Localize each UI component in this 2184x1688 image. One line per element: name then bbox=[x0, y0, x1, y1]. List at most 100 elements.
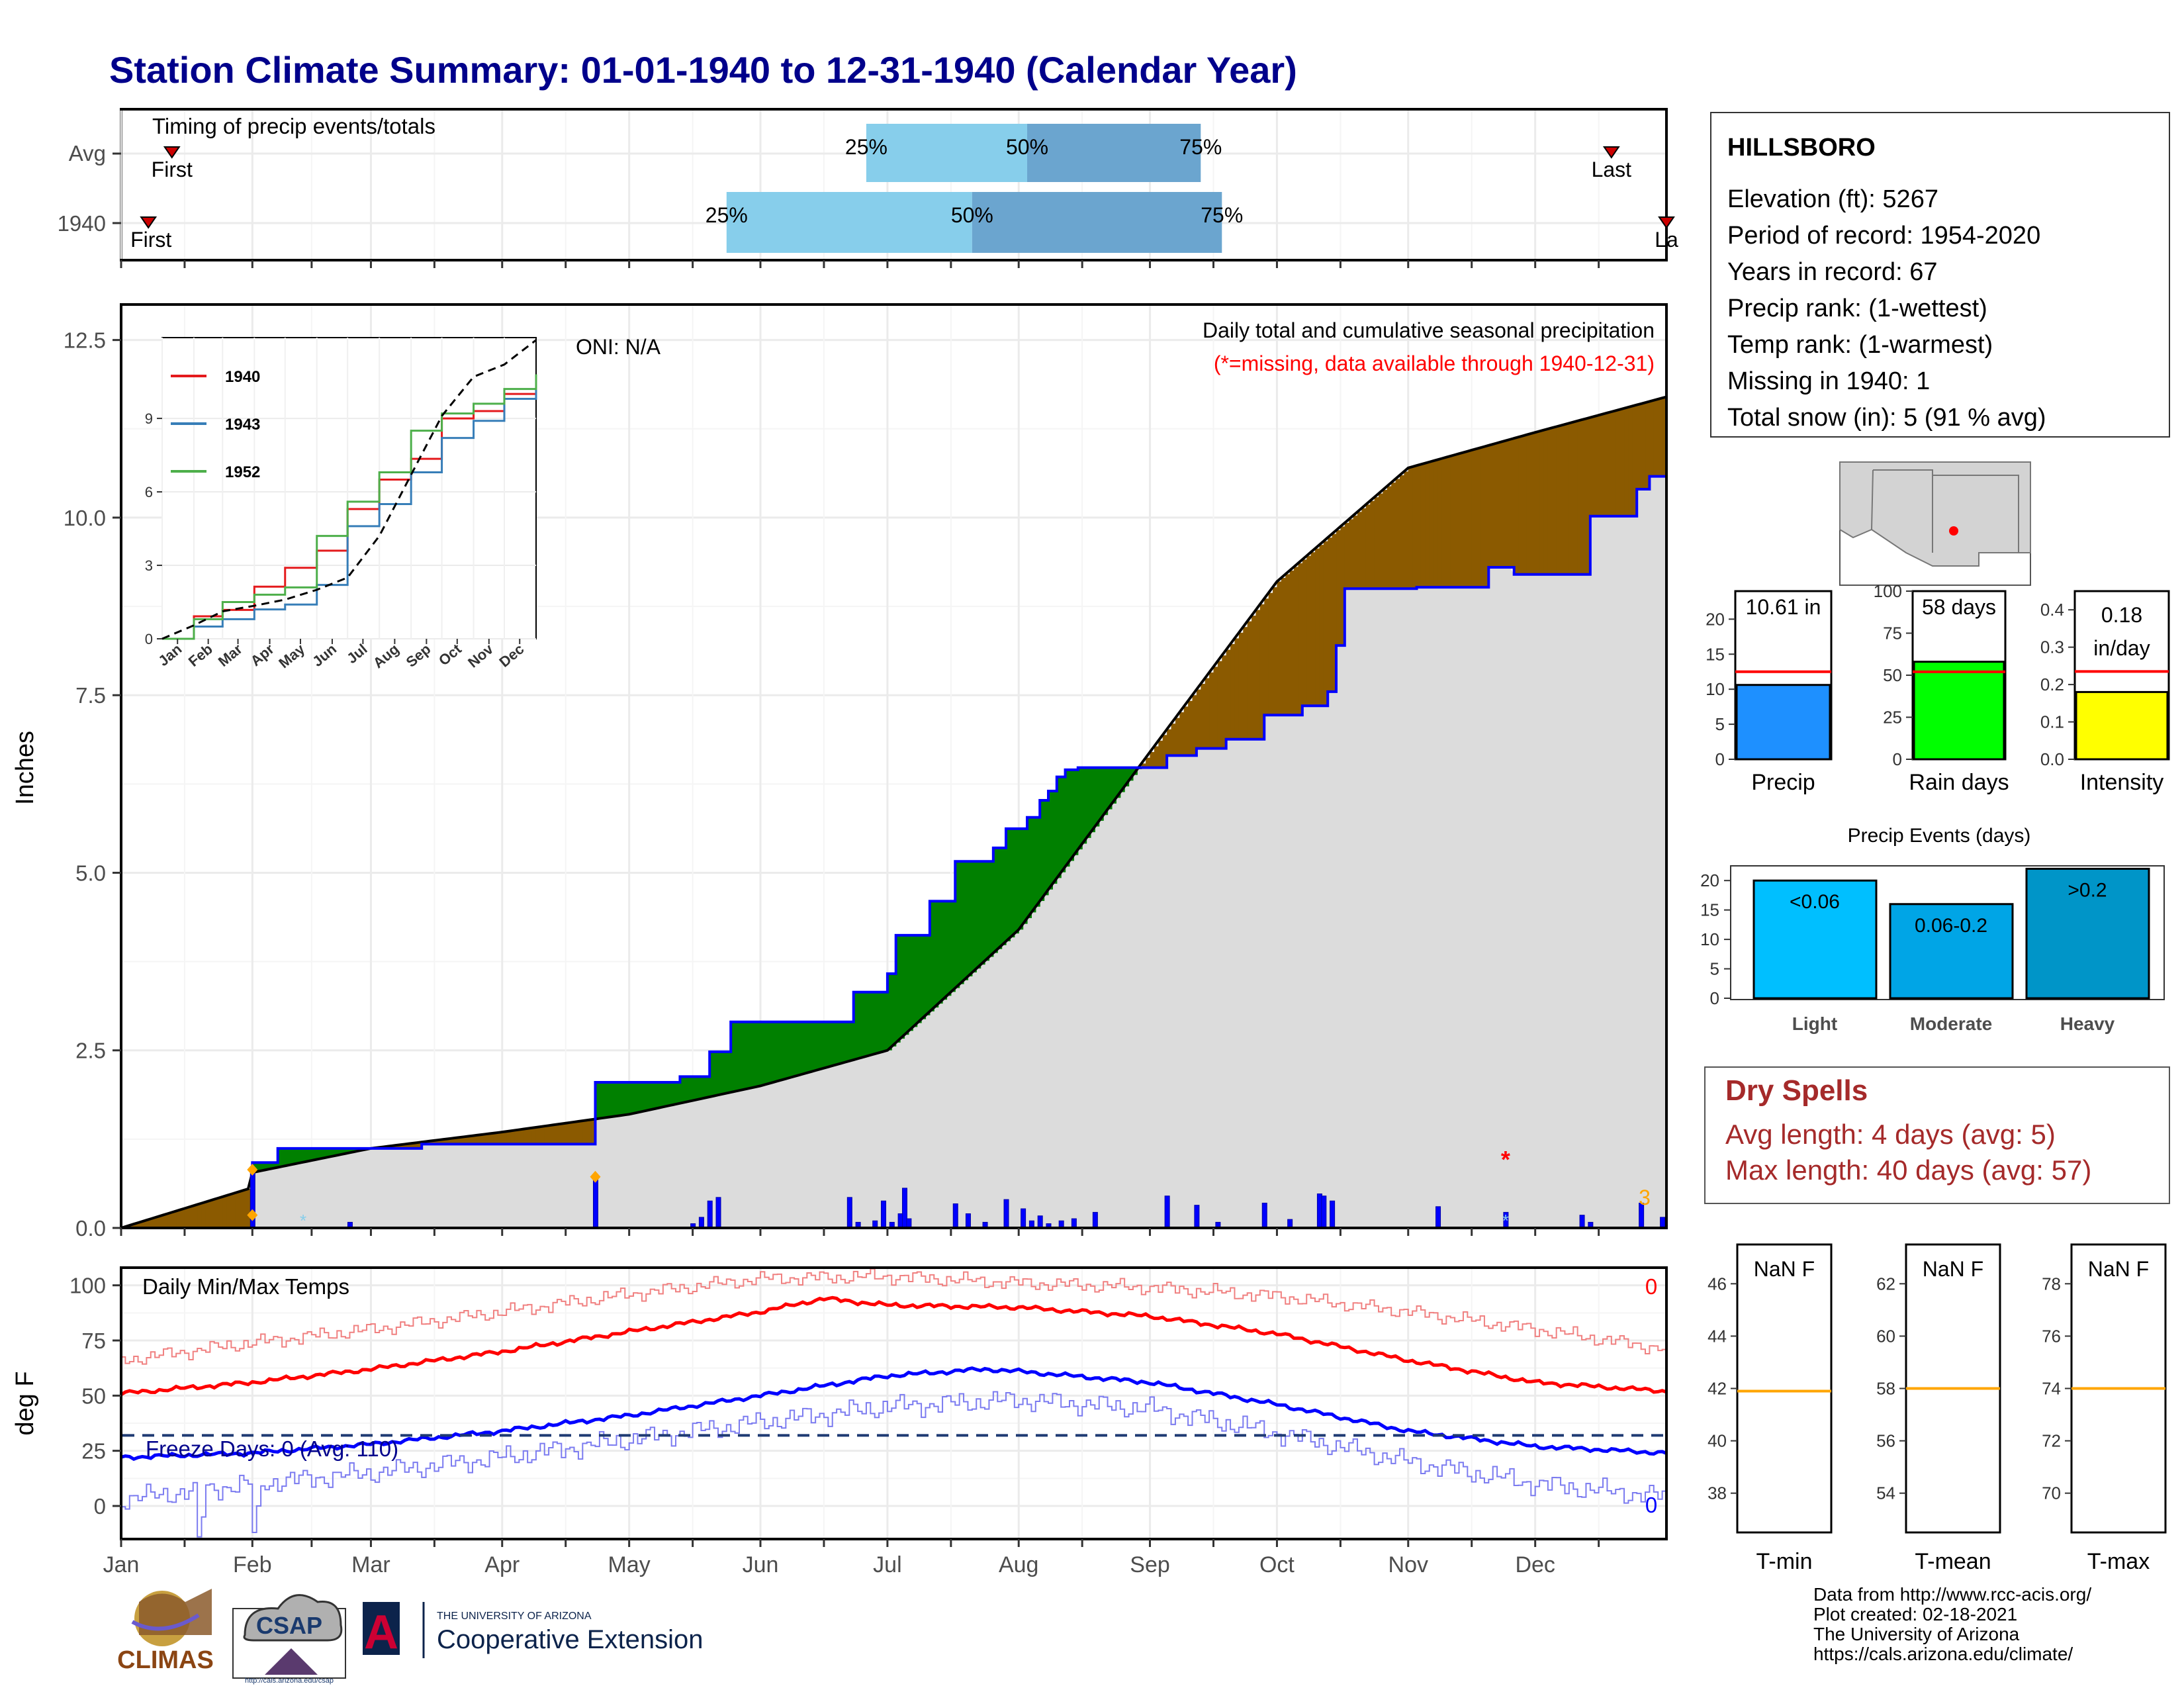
precip-below-avg-slice bbox=[1332, 534, 1337, 692]
precip-above-avg-slice bbox=[646, 1082, 651, 1111]
precip-above-avg-slice bbox=[841, 1021, 846, 1064]
snow-trace-marker: * bbox=[1502, 1211, 1509, 1231]
ua-logo-letter: A bbox=[364, 1606, 398, 1659]
precip-below-avg-slice bbox=[396, 1145, 401, 1149]
timing-bar-25-50 bbox=[726, 192, 972, 253]
summary-bar-y-tick-label: 50 bbox=[1883, 665, 1902, 685]
precip-below-avg-slice bbox=[1179, 712, 1185, 756]
precip-below-avg-slice bbox=[1615, 410, 1621, 516]
precip-above-avg-slice bbox=[659, 1082, 664, 1108]
ua-logo-small-text: THE UNIVERSITY OF ARIZONA bbox=[437, 1611, 592, 1622]
timing-p25-label: 25% bbox=[705, 203, 748, 227]
daily-precip-bar bbox=[1435, 1206, 1441, 1229]
snow-marker bbox=[590, 1170, 601, 1183]
map-state-shapes bbox=[1839, 461, 2031, 567]
station-years: Years in record: 67 bbox=[1727, 258, 1938, 286]
precip-above-avg-slice bbox=[955, 861, 960, 988]
ua-logo: A THE UNIVERSITY OF ARIZONA Cooperative … bbox=[363, 1602, 703, 1659]
temp-y-tick-label: 0 bbox=[94, 1494, 106, 1519]
precip-event-y-tick-label: 5 bbox=[1710, 959, 1719, 979]
precip-below-avg-slice bbox=[193, 1205, 198, 1228]
precip-y-tick-label: 2.5 bbox=[75, 1039, 106, 1063]
temperature-panel: 0 25 50 75 100 Jan Feb Mar Apr May Jun Jul Aug Sep Oc… bbox=[11, 1266, 1668, 1577]
precip-below-avg-slice bbox=[1433, 461, 1439, 588]
summary-bar-charts: 10.61 in 0 5 10 15 20 Precip 58 days 0 25 50 75 100 R… bbox=[1706, 581, 2170, 795]
precip-above-avg-slice bbox=[1120, 767, 1125, 792]
precip-below-avg-slice bbox=[498, 1132, 503, 1145]
precip-above-avg-slice bbox=[282, 1148, 287, 1167]
precip-below-avg-slice bbox=[1429, 461, 1434, 588]
oni-label: ONI: N/A bbox=[576, 335, 661, 359]
precip-below-avg-slice bbox=[565, 1123, 570, 1145]
precip-below-avg-slice bbox=[1201, 684, 1206, 749]
temp-box-y-tick-label: 62 bbox=[1876, 1274, 1895, 1293]
timing-last-marker bbox=[1658, 216, 1675, 229]
precip-below-avg-slice bbox=[1167, 729, 1172, 756]
csap-logo-url: http://cals.arizona.edu/csap bbox=[245, 1677, 334, 1685]
station-total-snow: Total snow (in): 5 (91 % avg) bbox=[1727, 404, 2046, 432]
precip-below-avg-slice bbox=[1437, 459, 1443, 588]
temp-plot-background bbox=[121, 1268, 1666, 1539]
precip-below-avg-slice bbox=[1510, 439, 1515, 568]
precip-below-avg-slice bbox=[549, 1125, 554, 1145]
precip-below-avg-slice bbox=[1285, 574, 1291, 716]
precip-below-avg-slice bbox=[502, 1132, 507, 1145]
summary-bar-y-tick-label: 10 bbox=[1706, 679, 1725, 699]
precip-below-avg-slice bbox=[523, 1129, 528, 1145]
precip-above-avg-slice bbox=[641, 1082, 647, 1112]
precip-below-avg-slice bbox=[1268, 592, 1273, 716]
timing-p25-label: 25% bbox=[845, 135, 887, 159]
precip-below-avg-slice bbox=[1294, 567, 1299, 716]
precip-below-avg-slice bbox=[451, 1138, 456, 1145]
precip-above-avg-slice bbox=[692, 1076, 698, 1101]
precip-above-avg-slice bbox=[786, 1021, 791, 1079]
precip-below-avg-slice bbox=[1582, 420, 1587, 575]
precip-below-avg-slice bbox=[464, 1137, 469, 1145]
precip-event-category: Light bbox=[1792, 1013, 1837, 1034]
precip-above-avg-slice bbox=[917, 935, 922, 1023]
precip-above-avg-slice bbox=[874, 992, 880, 1055]
precip-below-avg-slice bbox=[1222, 655, 1227, 749]
inset-avg-line bbox=[161, 339, 537, 640]
temp-box-y-tick-label: 78 bbox=[2042, 1274, 2061, 1293]
precip-above-avg-slice bbox=[862, 992, 867, 1058]
precip-above-avg-slice bbox=[756, 1021, 761, 1087]
station-precip-rank: Precip rank: (1-wettest) bbox=[1727, 295, 1987, 322]
timing-p75-label: 75% bbox=[1179, 135, 1222, 159]
temp-box-y-tick-label: 54 bbox=[1876, 1483, 1895, 1503]
precip-above-avg-slice bbox=[908, 935, 913, 1031]
precip-below-avg-slice bbox=[1662, 398, 1667, 477]
precip-event-category: Heavy bbox=[2060, 1013, 2115, 1034]
precip-below-avg-slice bbox=[222, 1196, 228, 1228]
daily-precip-bar bbox=[715, 1197, 721, 1229]
climas-logo-swoosh bbox=[131, 1613, 200, 1631]
precip-below-avg-slice bbox=[210, 1200, 215, 1228]
precip-below-avg-slice bbox=[1467, 451, 1473, 588]
precip-above-avg-slice bbox=[1077, 767, 1083, 850]
precip-above-avg-slice bbox=[976, 861, 981, 969]
precip-above-avg-slice bbox=[828, 1021, 833, 1067]
timing-label: Timing of precip events/totals bbox=[152, 114, 435, 138]
precip-above-avg-slice bbox=[781, 1021, 786, 1080]
precip-below-avg-slice bbox=[591, 1119, 596, 1145]
temp-box-frame bbox=[1736, 1243, 1833, 1534]
precip-below-avg-slice bbox=[1522, 436, 1527, 575]
precip-above-avg-slice bbox=[320, 1148, 325, 1159]
precip-below-avg-slice bbox=[1425, 463, 1430, 588]
precip-below-avg-slice bbox=[1205, 678, 1210, 749]
precip-below-avg-slice bbox=[409, 1143, 414, 1149]
precip-below-avg-slice bbox=[231, 1194, 236, 1228]
precip-below-avg-slice bbox=[1289, 570, 1295, 716]
precip-below-avg-slice bbox=[586, 1120, 592, 1145]
precip-above-avg-slice bbox=[633, 1082, 639, 1113]
precip-above-avg-slice bbox=[1086, 767, 1091, 838]
precip-below-avg-slice bbox=[561, 1123, 567, 1145]
summary-bar-y-tick-label: 15 bbox=[1706, 644, 1725, 664]
inset-y-tick-label: 0 bbox=[145, 631, 153, 647]
precip-below-avg-slice bbox=[1492, 444, 1498, 568]
precip-below-avg-slice bbox=[1463, 452, 1468, 588]
precip-above-avg-slice bbox=[929, 901, 934, 1011]
station-period: Period of record: 1954-2020 bbox=[1727, 222, 2040, 250]
page-title: Station Climate Summary: 01-01-1940 to 1… bbox=[109, 49, 1297, 91]
precip-below-avg-slice bbox=[1302, 559, 1307, 706]
